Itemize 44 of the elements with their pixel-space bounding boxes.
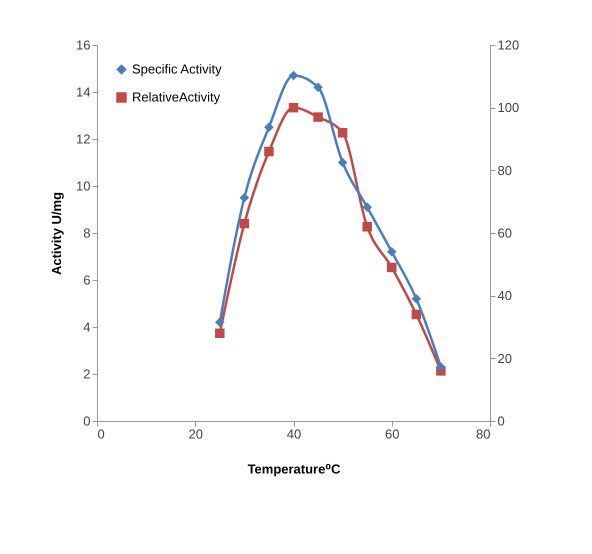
point xyxy=(240,218,250,228)
y-tick-label: 10 xyxy=(76,178,90,194)
x-tick-label: 80 xyxy=(476,426,490,442)
y-tick-label: 0 xyxy=(83,414,90,428)
point xyxy=(288,70,298,80)
point xyxy=(215,318,225,328)
x-tick-label: 60 xyxy=(385,426,400,442)
point xyxy=(338,158,348,168)
y-tick-label: 16 xyxy=(76,38,90,52)
y-tick-label: 4 xyxy=(83,320,90,334)
y-tick-label: 14 xyxy=(76,84,90,100)
x-tick-label: 20 xyxy=(188,426,203,442)
point xyxy=(387,262,396,272)
x-tick-label: 0 xyxy=(98,426,105,442)
point xyxy=(412,310,422,320)
point xyxy=(215,328,225,338)
y2-tick-label: 20 xyxy=(498,350,512,366)
y-tick-label: 8 xyxy=(83,226,90,240)
point xyxy=(264,122,274,132)
legend-label: Specific Activity xyxy=(132,62,222,76)
point xyxy=(288,102,298,112)
point xyxy=(362,202,372,212)
y-tick-label: 12 xyxy=(76,132,90,146)
point xyxy=(412,294,422,304)
point xyxy=(240,193,250,202)
x-tick-label: 40 xyxy=(286,426,302,442)
y2-tick-label: 40 xyxy=(498,288,512,304)
x-axis-title: Temperature⁰C xyxy=(248,462,342,476)
point xyxy=(362,222,372,232)
point xyxy=(313,112,323,122)
y-tick-label: 6 xyxy=(83,272,90,288)
legend-label: RelativeActivity xyxy=(132,90,221,104)
y2-tick-label: 100 xyxy=(498,100,520,116)
point xyxy=(264,146,274,156)
y-tick-label: 2 xyxy=(83,366,90,382)
point xyxy=(387,247,396,257)
y-axis-title: Activity U/mg xyxy=(49,192,64,276)
point xyxy=(338,128,348,138)
y2-tick-label: 60 xyxy=(498,226,512,240)
point xyxy=(436,362,446,372)
point xyxy=(313,82,323,92)
y2-tick-label: 80 xyxy=(498,162,512,178)
y2-tick-label: 0 xyxy=(498,414,505,428)
y2-tick-label: 120 xyxy=(498,38,520,52)
